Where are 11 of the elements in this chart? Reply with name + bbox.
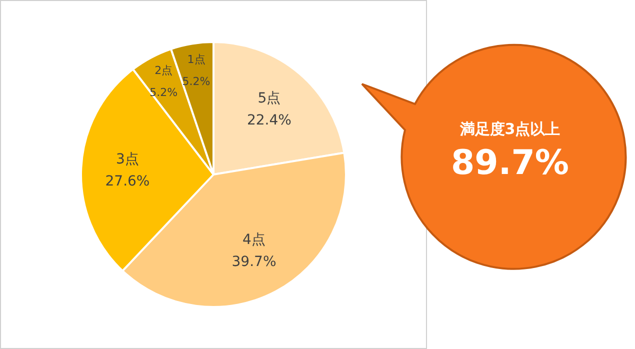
data-label: 39.7% xyxy=(232,254,276,270)
data-label: 22.4% xyxy=(246,112,292,128)
slice-label: 4点 xyxy=(242,232,266,248)
text: 89.7% xyxy=(450,143,570,183)
text: 満足度3点以上 xyxy=(458,120,562,139)
data-label: 5.2% xyxy=(182,74,210,88)
slice-label: 3点 xyxy=(116,152,139,168)
slice-label: 1点 xyxy=(187,52,206,66)
data-label: 27.6% xyxy=(105,174,150,190)
slice-label: 2点 xyxy=(154,64,173,77)
slice-label: 5点 xyxy=(258,90,281,106)
